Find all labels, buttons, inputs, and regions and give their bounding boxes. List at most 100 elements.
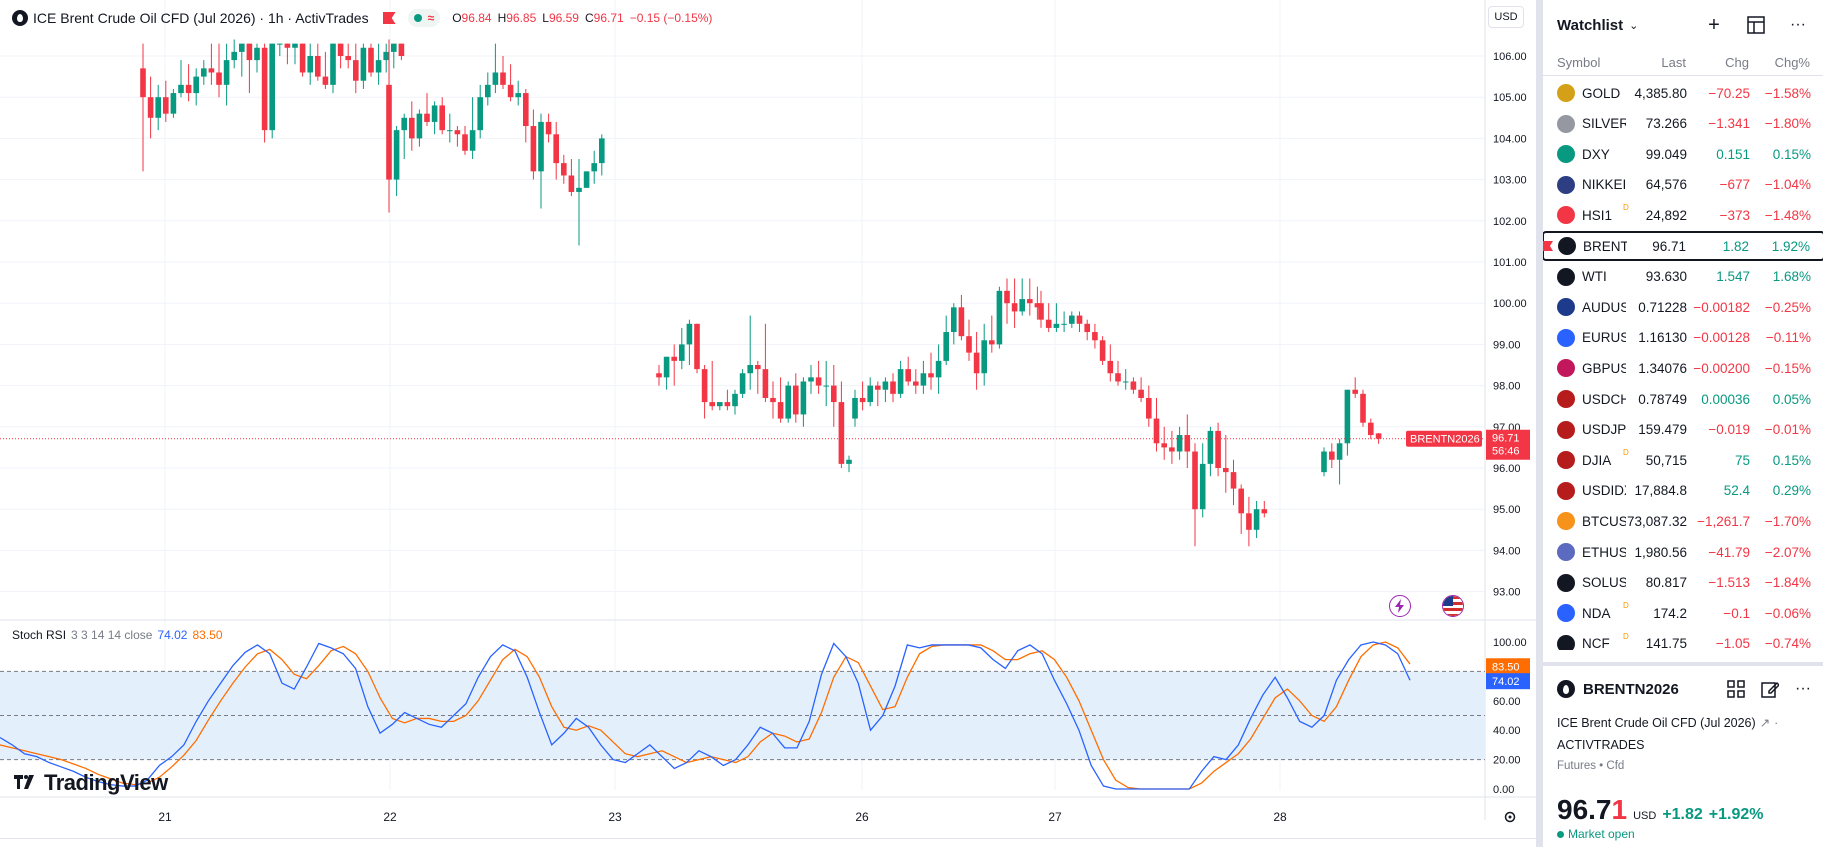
candle-body [170,93,177,114]
row-last: 96.71 [1652,238,1686,254]
row-chg-pct: 0.05% [1772,391,1811,407]
candle-body [223,60,230,85]
row-chg: 52.4 [1723,483,1750,499]
watchlist-row[interactable]: DXY 99.049 0.151 0.15% [1543,139,1823,169]
last-price-tag [1486,429,1530,460]
watchlist-title[interactable]: Watchlist [1557,16,1624,34]
currency-button[interactable]: USD [1488,6,1524,28]
col-symbol[interactable]: Symbol [1557,55,1601,70]
flag-icon[interactable] [1543,241,1553,251]
watchlist-row[interactable]: BRENT 96.71 1.82 1.92% [1543,231,1823,261]
col-last[interactable]: Last [1661,55,1686,70]
chart-area[interactable]: 106.00 105.00 104.00 103.00 102.00 101.00 100.… [0,0,1536,847]
add-symbol-icon[interactable]: + [1708,13,1720,36]
watchlist-row[interactable]: USDIDX 17,884.8 52.4 0.29% [1543,476,1823,506]
col-chg[interactable]: Chg [1725,55,1749,70]
panel-divider[interactable] [1536,0,1542,847]
price-axis-label: 100.00 [1493,298,1527,310]
price-axis-label: 98.00 [1493,381,1521,393]
row-symbol: NCF [1582,636,1610,650]
watchlist-row[interactable]: GBPUSD 1.34076 −0.00200 −0.15% [1543,353,1823,383]
watchlist-row[interactable]: DJIA 50,715 75 0.15% D [1543,445,1823,475]
candle-body [576,187,582,192]
hsi-icon [1557,206,1575,225]
candle-body [1076,315,1083,324]
usd-flag-icon [1557,390,1575,408]
solana-icon [1557,573,1575,592]
lightning-icon[interactable] [1389,595,1411,617]
watchlist-row[interactable]: NCF 141.75 −1.05 −0.74% D [1543,629,1823,650]
candle-body [1038,303,1044,320]
candle-body [1107,360,1114,374]
chevron-down-icon[interactable]: ⌄ [1629,19,1639,32]
candle-body [216,72,222,85]
row-symbol: USDJPY [1582,422,1626,438]
row-symbol: NDA [1582,605,1611,621]
details-exchange[interactable]: ACTIVTRADES [1557,738,1645,752]
candle-body [785,385,791,419]
watchlist-row[interactable]: HSI1 24,892 −373 −1.48% D [1543,200,1823,230]
watchlist-row[interactable]: BTCUSD73,087.32 −1,261.7 −1.70% [1543,506,1823,536]
row-last: 0.78749 [1638,391,1687,407]
watchlist-row[interactable]: EURUSD 1.16130 −0.00128 −0.11% [1543,323,1823,353]
watchlist-list[interactable]: GOLD 4,385.80 −70.25 −1.58% SILVER 73.266 −1.3… [1543,76,1823,650]
tradingview-logo[interactable]: TradingView [14,770,168,796]
candle-body [292,43,298,48]
watchlist-row[interactable]: ETHUSD 1,980.56 −41.79 −2.07% [1543,537,1823,567]
price-axis-label: 101.00 [1493,257,1527,269]
us-flag-event-icon[interactable] [1442,595,1464,617]
watchlist-row[interactable]: SOLUSD 80.817 −1.513 −1.84% [1543,568,1823,598]
us-flag-icon [1557,451,1575,470]
more-options-icon[interactable]: ··· [1790,16,1806,33]
time-axis-label: 22 [383,810,397,824]
watchlist-row[interactable]: WTI 93.630 1.547 1.68% [1543,262,1823,292]
candle-body [239,43,245,52]
row-chg-pct: 1.68% [1772,269,1811,285]
candle-body [1169,447,1175,452]
candle-body [913,381,919,386]
row-symbol: SOLUSD [1582,575,1626,591]
layout-grid-icon[interactable] [1727,680,1745,703]
candle-body [315,56,321,77]
external-link-icon[interactable]: ↗ [1759,716,1771,730]
candle-body [439,105,445,131]
candle-body [1336,443,1343,460]
bottom-toolbar[interactable] [0,838,1536,847]
row-chg-pct: −0.15% [1764,360,1811,376]
watchlist-row[interactable]: NDA 174.2 −0.1 −0.06% D [1543,598,1823,628]
stoch-rsi-legend[interactable]: Stoch RSI 3 3 14 14 close 74.02 83.50 [12,628,223,642]
candle-body [928,373,934,378]
chart-canvas[interactable]: 106.00 105.00 104.00 103.00 102.00 101.00 100.… [0,0,1536,847]
tradingview-logo-icon [14,772,38,795]
usd-flag-icon [1557,420,1575,439]
candle-body [1352,389,1358,394]
time-axis-label: 21 [158,810,172,824]
col-chg-pct[interactable]: Chg% [1774,55,1810,70]
row-last: 80.817 [1645,575,1687,591]
advanced-view-icon[interactable] [1743,12,1769,38]
details-separator[interactable] [1543,662,1823,666]
candle-body [1375,433,1382,439]
watchlist-row[interactable]: SILVER 73.266 −1.341 −1.80% [1543,109,1823,139]
watchlist-row[interactable]: NIKKEI 64,576 −677 −1.04% [1543,170,1823,200]
chart-title[interactable]: ICE Brent Crude Oil CFD (Jul 2026) · 1h … [33,10,369,26]
watchlist-row[interactable]: GOLD 4,385.80 −70.25 −1.58% [1543,78,1823,108]
market-status-pill[interactable]: ≈ [407,9,441,27]
candle-body [1215,430,1221,468]
settings-gear-icon[interactable] [1501,808,1519,826]
flag-icon[interactable] [382,12,396,24]
watchlist-row[interactable]: AUDUSD 0.71228 −0.00182 −0.25% [1543,292,1823,322]
edit-note-icon[interactable] [1761,680,1781,703]
row-last: 24,892 [1645,207,1687,223]
more-options-icon[interactable]: ··· [1795,680,1811,697]
watchlist-row[interactable]: USDJPY 159.479 −0.019 −0.01% [1543,415,1823,445]
row-last: 1,980.56 [1634,544,1687,560]
candle-body [1011,303,1018,312]
watchlist-row[interactable]: USDCHF 0.78749 0.00036 0.05% [1543,384,1823,414]
candle-body [393,130,400,180]
candle-body [307,56,313,73]
ethereum-icon [1557,543,1575,561]
candle-body [462,134,468,151]
row-chg-pct: −0.01% [1764,422,1811,438]
details-symbol[interactable]: BRENTN2026 [1557,680,1679,698]
